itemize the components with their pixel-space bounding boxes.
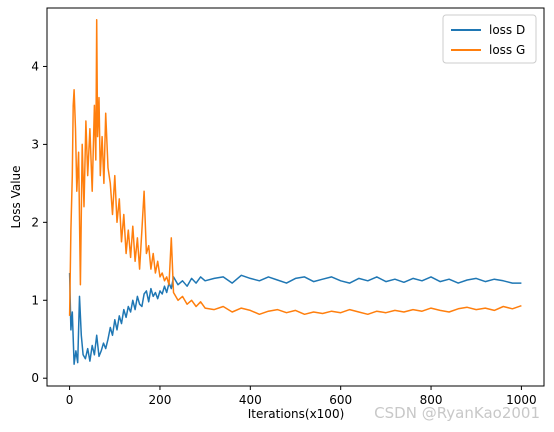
y-tick-label: 0: [31, 371, 39, 385]
y-tick-label: 4: [31, 59, 39, 73]
x-axis-ticks: 0 200 400 600 800 1000: [66, 386, 537, 407]
y-axis-ticks: 0 1 2 3 4: [31, 59, 47, 385]
x-tick-label: 0: [66, 393, 74, 407]
x-axis-title: Iterations(x100): [248, 407, 345, 421]
series-line-loss-d: [68, 272, 522, 365]
y-tick-label: 3: [31, 137, 39, 151]
x-tick-label: 400: [239, 393, 262, 407]
legend-label-loss-d: loss D: [489, 23, 525, 37]
legend: loss D loss G: [442, 14, 537, 64]
series-layer: [68, 18, 522, 365]
watermark-text: CSDN @RyanKao2001: [374, 404, 540, 422]
legend-label-loss-g: loss G: [489, 43, 525, 57]
y-tick-label: 1: [31, 293, 39, 307]
y-tick-label: 2: [31, 215, 39, 229]
plot-frame: [46, 7, 545, 387]
series-line-loss-g: [68, 18, 522, 316]
x-tick-label: 800: [420, 393, 443, 407]
y-axis-title: Loss Value: [9, 165, 23, 228]
x-tick-label: 200: [149, 393, 172, 407]
x-tick-label: 600: [329, 393, 352, 407]
x-tick-label: 1000: [506, 393, 537, 407]
